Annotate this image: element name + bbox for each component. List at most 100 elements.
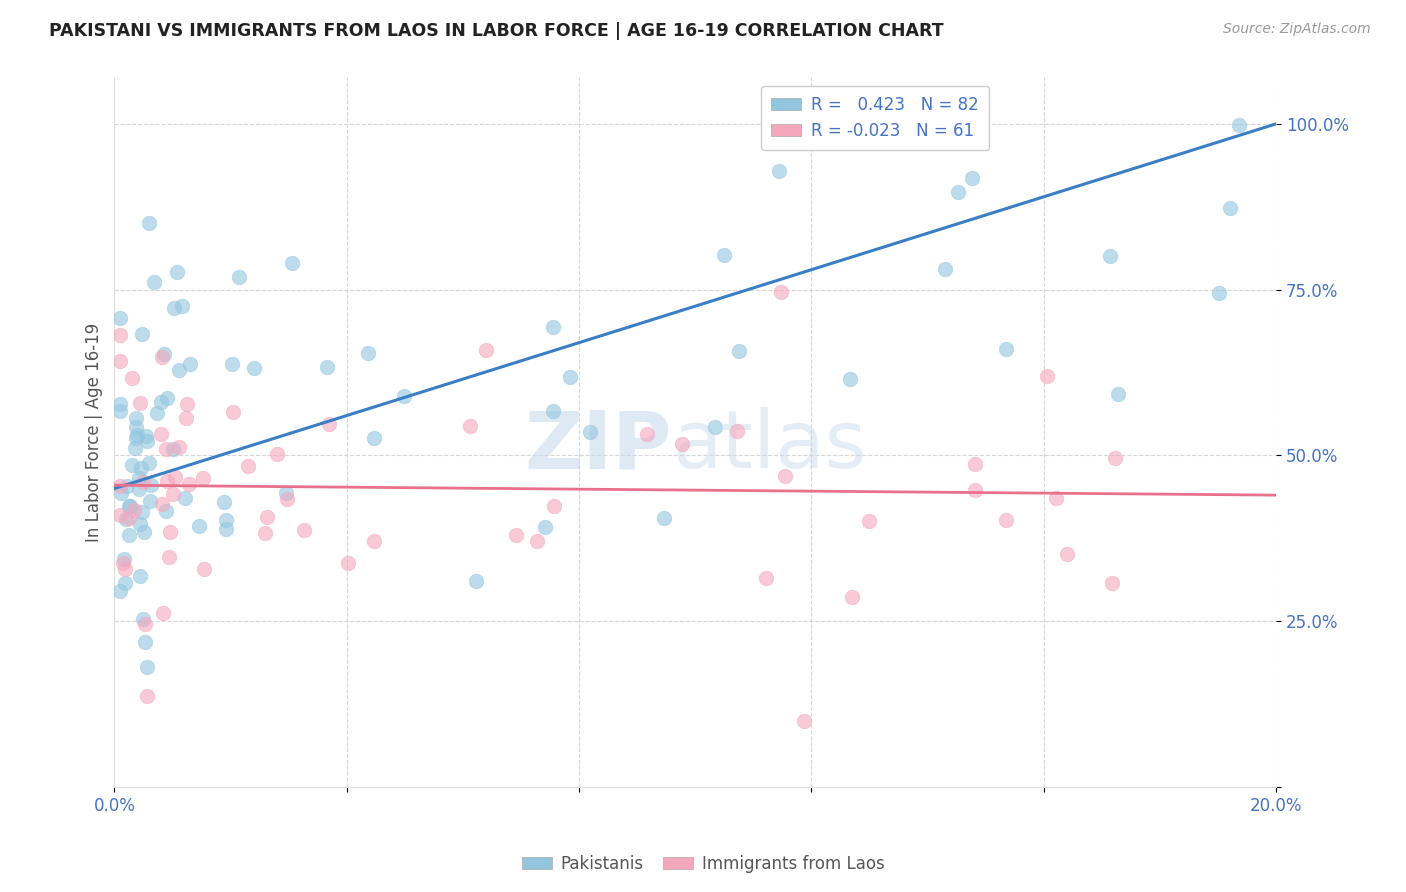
Point <box>114 561 136 575</box>
Point <box>110 310 132 325</box>
Point <box>654 511 676 525</box>
Point <box>128 396 150 410</box>
Point <box>162 486 184 500</box>
Point <box>156 474 179 488</box>
Point <box>768 164 790 178</box>
Point <box>793 714 815 728</box>
Point <box>173 491 195 506</box>
Point <box>110 354 132 368</box>
Point <box>176 397 198 411</box>
Point <box>533 519 555 533</box>
Point <box>134 634 156 648</box>
Point <box>159 524 181 539</box>
Point <box>1208 285 1230 300</box>
Point <box>150 395 173 409</box>
Point <box>110 485 132 500</box>
Point <box>172 299 194 313</box>
Point <box>318 417 340 431</box>
Point <box>215 513 238 527</box>
Point <box>948 185 970 199</box>
Point <box>841 591 863 605</box>
Point <box>465 574 488 589</box>
Point <box>671 437 693 451</box>
Point <box>276 486 298 500</box>
Text: ZIP: ZIP <box>524 408 672 485</box>
Point <box>118 499 141 513</box>
Point <box>146 406 169 420</box>
Point <box>254 526 277 541</box>
Point <box>166 265 188 279</box>
Point <box>725 424 748 438</box>
Point <box>135 429 157 443</box>
Point <box>1218 201 1240 215</box>
Point <box>193 562 215 576</box>
Point <box>214 495 236 509</box>
Point <box>337 556 360 570</box>
Point <box>526 534 548 549</box>
Point <box>110 404 132 418</box>
Text: PAKISTANI VS IMMIGRANTS FROM LAOS IN LABOR FORCE | AGE 16-19 CORRELATION CHART: PAKISTANI VS IMMIGRANTS FROM LAOS IN LAB… <box>49 22 943 40</box>
Point <box>142 276 165 290</box>
Point <box>157 550 180 565</box>
Point <box>1107 386 1129 401</box>
Point <box>111 556 134 570</box>
Point <box>1036 368 1059 383</box>
Legend: R =   0.423   N = 82, R = -0.023   N = 61: R = 0.423 N = 82, R = -0.023 N = 61 <box>761 86 988 150</box>
Point <box>558 370 581 384</box>
Point <box>169 440 191 454</box>
Point <box>242 361 264 376</box>
Point <box>110 508 132 523</box>
Point <box>131 505 153 519</box>
Point <box>155 442 177 457</box>
Point <box>1101 575 1123 590</box>
Point <box>995 513 1018 527</box>
Point <box>132 611 155 625</box>
Point <box>120 499 142 513</box>
Point <box>129 460 152 475</box>
Point <box>129 568 152 582</box>
Point <box>122 503 145 517</box>
Point <box>727 343 749 358</box>
Point <box>363 534 385 549</box>
Text: atlas: atlas <box>672 408 866 485</box>
Point <box>135 690 157 704</box>
Point <box>839 372 862 386</box>
Point <box>121 458 143 473</box>
Point <box>132 525 155 540</box>
Point <box>962 171 984 186</box>
Point <box>162 442 184 457</box>
Point <box>769 285 792 300</box>
Point <box>266 447 288 461</box>
Point <box>138 216 160 230</box>
Point <box>128 471 150 485</box>
Point <box>636 427 658 442</box>
Point <box>125 427 148 442</box>
Point <box>110 583 132 598</box>
Point <box>138 456 160 470</box>
Point <box>110 397 132 411</box>
Point <box>156 391 179 405</box>
Point <box>392 389 415 403</box>
Point <box>221 405 243 419</box>
Point <box>356 346 378 360</box>
Point <box>363 431 385 445</box>
Point <box>128 482 150 496</box>
Point <box>191 471 214 485</box>
Point <box>134 617 156 632</box>
Point <box>543 320 565 334</box>
Point <box>188 519 211 533</box>
Point <box>858 514 880 528</box>
Point <box>112 551 135 566</box>
Point <box>110 328 132 343</box>
Point <box>1099 249 1122 263</box>
Point <box>114 512 136 526</box>
Point <box>124 442 146 456</box>
Point <box>713 248 735 262</box>
Point <box>114 575 136 590</box>
Point <box>1229 119 1251 133</box>
Point <box>150 350 173 364</box>
Point <box>755 571 778 585</box>
Text: Source: ZipAtlas.com: Source: ZipAtlas.com <box>1223 22 1371 37</box>
Point <box>256 509 278 524</box>
Point <box>1104 450 1126 465</box>
